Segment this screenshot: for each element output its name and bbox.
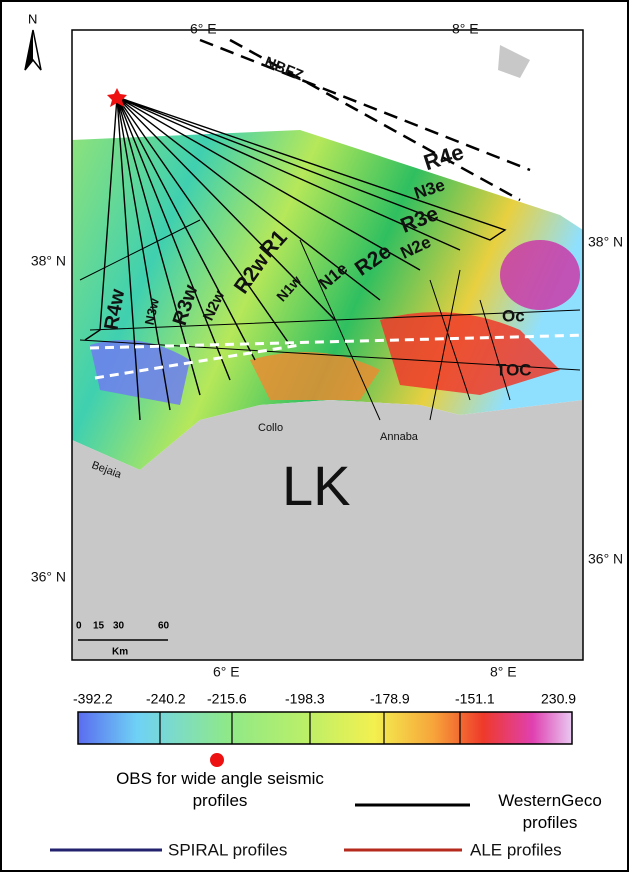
legend-spiral: SPIRAL profiles (168, 840, 287, 859)
lon-label: 6° E (190, 21, 217, 37)
place-label: Collo (258, 422, 283, 434)
lon-label: 6° E (213, 664, 240, 680)
scale-tick: 15 (93, 621, 105, 632)
legend-obs-text: OBS for wide angle seismic profiles (95, 768, 345, 812)
colorbar-label: -240.2 (146, 691, 186, 707)
colorbar-ramp (78, 712, 572, 744)
colorbar-label: -198.3 (285, 691, 325, 707)
lon-label: 8° E (452, 21, 479, 37)
feature-label: Oc (502, 306, 525, 325)
colorbar-label: -178.9 (370, 691, 410, 707)
scale-tick: 30 (113, 621, 125, 632)
colorbar-label: -215.6 (207, 691, 247, 707)
lon-label: 8° E (490, 664, 517, 680)
lat-label: 36° N (588, 551, 623, 567)
lat-label: 38° N (588, 234, 623, 250)
legend-ale: ALE profiles (470, 840, 562, 859)
figure: R4e N3e R3e N2e R2e N1e R1 N1w R2w N2w R… (0, 0, 629, 872)
lat-label: 38° N (31, 253, 66, 269)
scale-unit: Km (112, 647, 128, 658)
legend-obs: OBS for wide angle seismic profiles (95, 768, 345, 816)
north-label: N (28, 11, 37, 26)
legend-westerngeco-text: WesternGeco profiles (475, 790, 625, 834)
map: R4e N3e R3e N2e R2e N1e R1 N1w R2w N2w R… (25, 11, 623, 679)
place-label: Annaba (380, 431, 419, 443)
colorbar-label: -392.2 (73, 691, 113, 707)
lat-label: 36° N (31, 569, 66, 585)
scale-tick: 0 (76, 621, 82, 632)
anomaly-magenta (500, 240, 580, 310)
place-label: LK (282, 454, 351, 517)
legend-obs-marker (210, 753, 224, 767)
colorbar-label: 230.9 (541, 691, 576, 707)
feature-label: TOC (496, 360, 532, 379)
legend-westerngeco: WesternGeco profiles (475, 790, 625, 838)
colorbar-label: -151.1 (455, 691, 495, 707)
scale-tick: 60 (158, 621, 170, 632)
